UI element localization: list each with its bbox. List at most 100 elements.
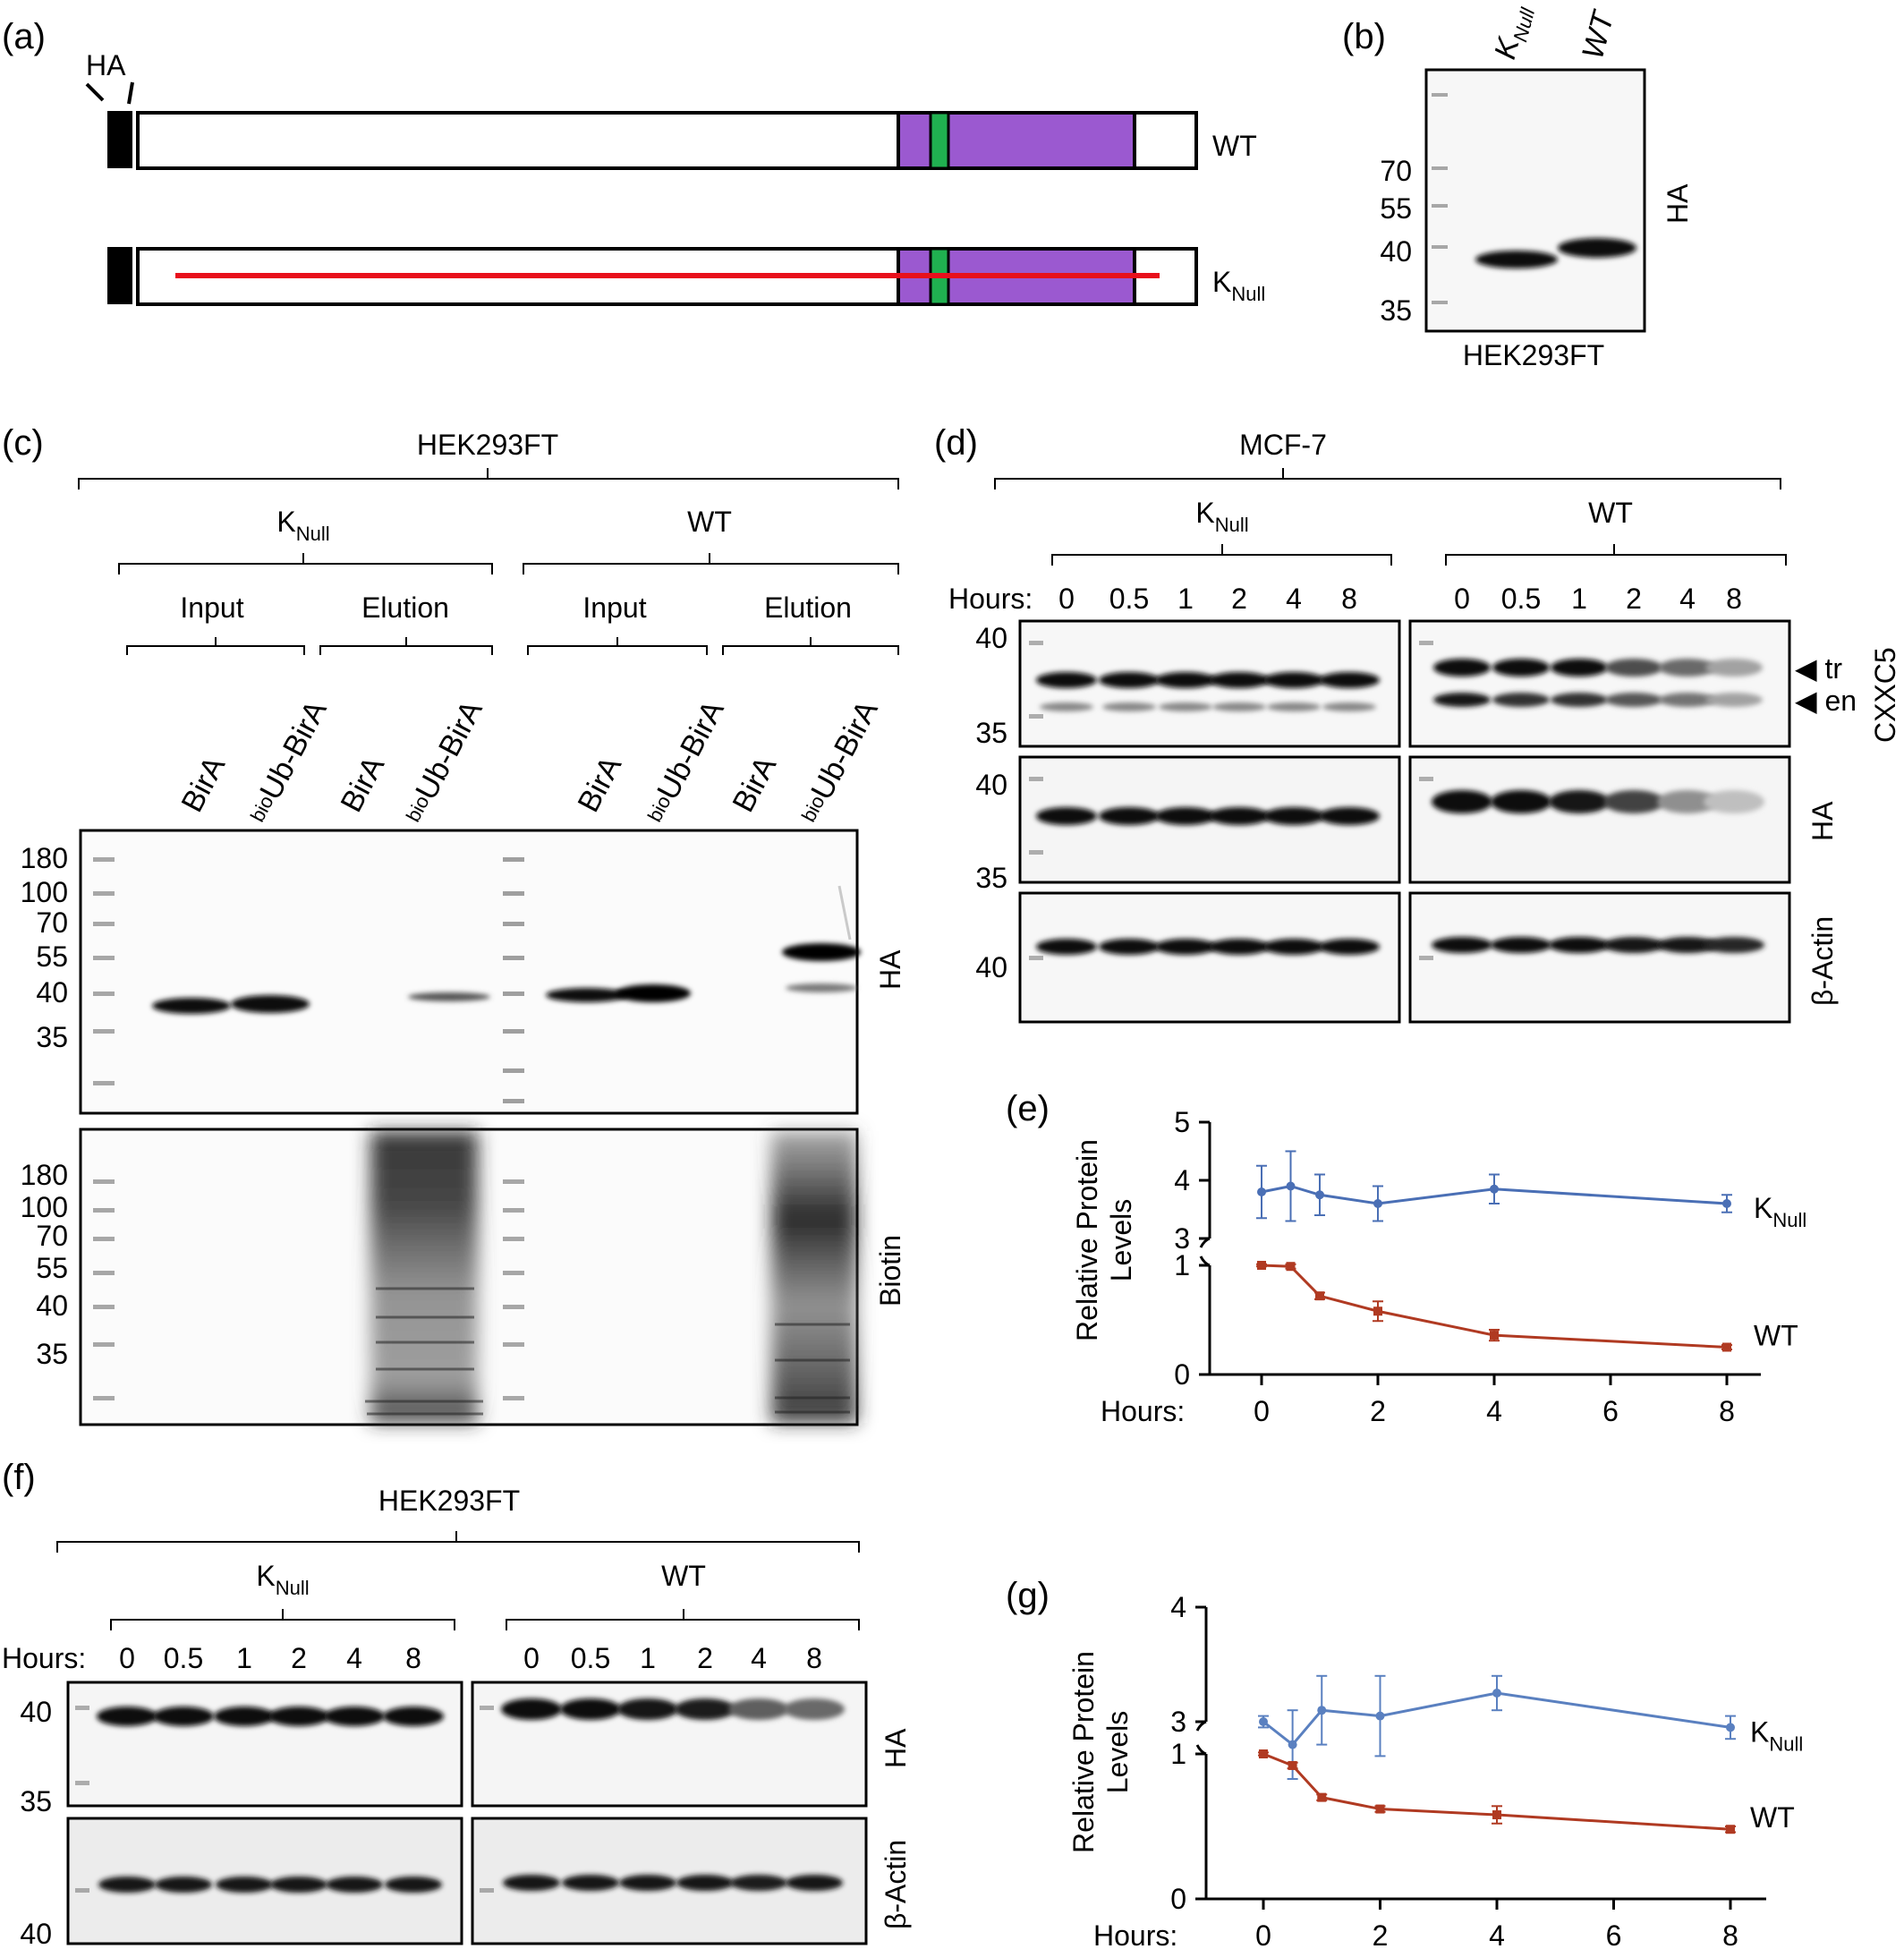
d-cxxc5-knull-en-band-3 [1212,702,1266,711]
chart-g-series-0-line [1262,1691,1731,1747]
d-cxxc5-knull-en-band-0 [1040,702,1093,711]
blot-c-biotin-ladder-1 [93,1179,115,1400]
blot-b-membrane [1424,68,1646,333]
f-hour-knull-5: 8 [405,1642,421,1674]
chart-e-xtick-label-2: 4 [1486,1395,1502,1427]
d-cxxc5-wt-en-band-3 [1605,693,1662,707]
blot-f-ha-knull [66,1681,463,1808]
chart-e-ytick-label-upper-0: 3 [1174,1222,1190,1255]
f-hours-label: Hours: [2,1642,86,1674]
d-ha-knull-band-3 [1209,807,1270,825]
panel-b: (b) KNull WT 70 55 40 35 HA HEK293FT [1342,4,1694,371]
f-ha-wt-band-0 [501,1698,562,1720]
f-actin-wt-band-2 [619,1875,676,1891]
group-f-knull: KNull [256,1560,309,1599]
f-hour-wt-2: 1 [640,1642,656,1674]
marker-b-40: 40 [1380,235,1412,268]
chart-e-ytick-label-lower-0: 0 [1174,1358,1190,1391]
chart-g-series-0-point-3 [1375,1711,1385,1721]
bracket-d-wt [1445,544,1787,566]
f-ha-wt-band-3 [675,1698,735,1720]
f-ha-knull-band-0 [97,1706,157,1726]
marker-c-ha-35: 35 [36,1021,68,1053]
marker-d-ha-35: 35 [975,862,1007,894]
band-c-ha-4 [408,992,490,1001]
lane-c-6: bioUb-BirA [639,695,731,829]
d-actin-knull-band-3 [1209,939,1270,955]
d-cxxc5-wt-tr-band-3 [1605,659,1662,677]
d-cxxc5-wt-en-band-4 [1659,693,1716,707]
smear-c-knull-elution [370,1131,478,1423]
blot-f-ladders [75,1706,494,1893]
f-actin-wt-band-1 [562,1875,619,1891]
f-ha-knull-band-4 [324,1706,385,1726]
d-hours-label: Hours: [948,583,1033,615]
blot-d-actin-wt [1408,891,1791,1024]
f-actin-knull-band-5 [385,1877,442,1893]
d-ha-knull-band-0 [1036,807,1097,825]
marker-c-biotin-180: 180 [21,1159,68,1191]
bracket-f-knull [110,1609,455,1630]
d-hour-knull-4: 4 [1286,583,1302,615]
f-actin-knull-band-0 [98,1877,156,1893]
d-ha-knull-band-1 [1099,807,1160,825]
subgroup-c-knull-input: Input [180,592,243,624]
f-hour-wt-5: 8 [806,1642,822,1674]
chart-e-series-1-line [1261,1264,1728,1349]
blot-f-ha-antibody: HA [880,1728,912,1768]
chart-e-series-1-point-3 [1373,1306,1382,1316]
subgroup-c-wt-input: Input [582,592,646,624]
d-actin-wt-band-4 [1657,937,1718,953]
band-c-ha-2 [231,995,310,1013]
f-actin-knull-band-2 [216,1877,273,1893]
panel-g-label: (g) [1006,1576,1050,1615]
chart-g-xtick-label-2: 4 [1489,1919,1505,1949]
chart-e-series-0-point-5 [1722,1199,1731,1208]
marker-c-biotin-100: 100 [21,1191,68,1223]
d-actin-wt-band-2 [1549,937,1610,953]
panel-e: (e) 3 4 5 0 1 0 2 4 6 8 Hours: Relative Protein Leve… [1006,1089,1806,1427]
d-ha-knull-band-2 [1155,807,1216,825]
chart-e-series-1-label: WT [1754,1320,1798,1352]
d-hour-wt-3: 2 [1626,583,1642,615]
blot-d-ha-antibody: HA [1806,801,1839,841]
arrow-d-en: ◀ en [1795,685,1857,717]
f-actin-knull-band-4 [326,1877,383,1893]
chart-g-series-0-point-1 [1288,1740,1297,1749]
chart-g-series-0-point-4 [1492,1689,1501,1698]
chart-e-ytick-label-lower-1: 1 [1174,1249,1190,1281]
chart-g: 3 4 0 1 0 2 4 6 8 Hours: Relative Protein Levels KNu… [1067,1591,1803,1949]
d-cxxc5-knull-en-band-1 [1102,702,1156,711]
knull-ha-tag-block [107,247,132,304]
panel-e-label: (e) [1006,1089,1050,1128]
d-ha-wt-band-4 [1657,790,1718,813]
f-ha-knull-band-1 [153,1706,214,1726]
panel-f-label: (f) [2,1458,36,1497]
chart-e-series-1-label-main: WT [1754,1320,1798,1352]
chart-e-series-1-point-0 [1257,1261,1266,1270]
chart-g-series-0-point-0 [1259,1717,1268,1726]
d-actin-knull-band-4 [1263,939,1324,955]
chart-e-series-0-point-1 [1286,1181,1296,1191]
f-actin-wt-band-5 [786,1875,843,1891]
blot-c-ha-streak [837,885,852,940]
d-actin-wt-band-0 [1432,937,1492,953]
d-actin-knull-band-1 [1099,939,1160,955]
blot-b-cell-line: HEK293FT [1463,339,1604,371]
d-actin-wt-band-1 [1491,937,1551,953]
chart-e-xtick-label-4: 8 [1719,1395,1735,1427]
bracket-d-knull [1051,544,1392,566]
arrow-d-tr: ◀ tr [1795,652,1842,685]
chart-e-series-0-point-2 [1315,1190,1324,1200]
panel-d: (d) MCF-7 KNull WT Hours: 0 0.5 1 2 4 8 0 0.5 1 2 4… [934,423,1901,1024]
bracket-f-wt [506,1609,860,1630]
chart-g-ylabel-line2: Levels [1101,1711,1134,1794]
ha-tick-left [85,82,105,102]
lane-c-2: bioUb-BirA [242,695,334,829]
d-actin-knull-band-2 [1155,939,1216,955]
d-cxxc5-wt-en-band-0 [1433,693,1491,707]
f-hour-wt-3: 2 [697,1642,713,1674]
f-hour-knull-2: 1 [236,1642,252,1674]
chart-e-series-1-point-5 [1722,1342,1731,1352]
panel-b-label: (b) [1342,17,1386,56]
